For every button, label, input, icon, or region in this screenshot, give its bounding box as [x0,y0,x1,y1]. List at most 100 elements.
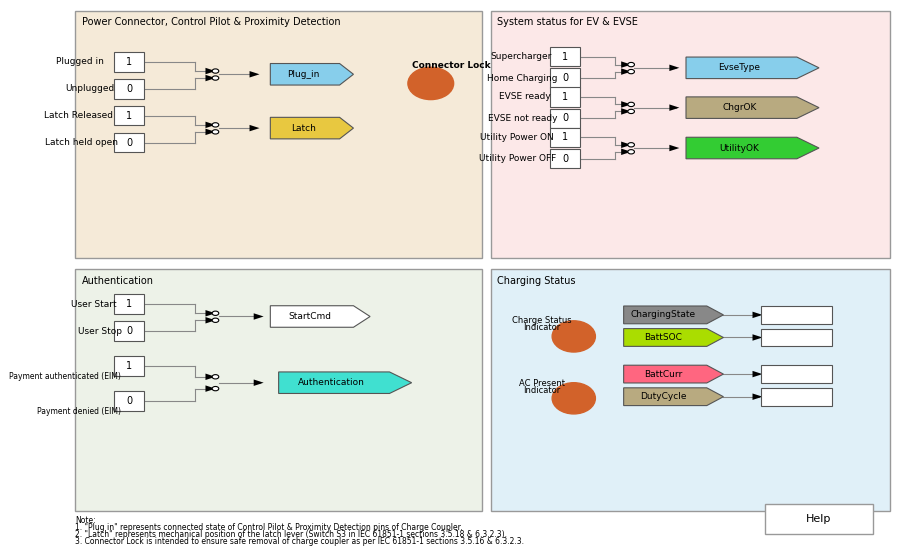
Polygon shape [686,97,819,118]
Circle shape [212,130,219,134]
Text: 1: 1 [562,51,568,62]
Circle shape [212,69,219,73]
Text: 1: 1 [562,92,568,102]
Circle shape [628,150,635,154]
Text: Payment authenticated (EIM): Payment authenticated (EIM) [9,372,120,381]
Circle shape [628,62,635,67]
FancyBboxPatch shape [114,322,144,341]
Text: EVSE ready: EVSE ready [498,92,550,102]
Text: EvseType: EvseType [718,63,761,72]
Text: 0: 0 [126,84,132,94]
Polygon shape [753,394,762,400]
FancyBboxPatch shape [762,365,832,383]
FancyBboxPatch shape [762,329,832,346]
FancyBboxPatch shape [550,47,580,66]
Polygon shape [206,310,216,317]
FancyBboxPatch shape [114,391,144,411]
Text: BattSOC: BattSOC [645,333,682,342]
Polygon shape [278,372,411,394]
Polygon shape [206,317,216,323]
Polygon shape [621,108,631,115]
FancyBboxPatch shape [550,109,580,128]
Ellipse shape [552,321,595,352]
Ellipse shape [408,67,453,99]
Polygon shape [250,71,260,78]
Circle shape [212,76,219,80]
Text: BattCurr: BattCurr [645,370,682,378]
FancyBboxPatch shape [490,11,890,258]
Polygon shape [753,371,762,377]
FancyBboxPatch shape [550,87,580,106]
Circle shape [628,102,635,106]
Polygon shape [621,61,631,68]
Polygon shape [623,388,724,406]
Polygon shape [206,385,216,392]
Polygon shape [621,68,631,75]
Polygon shape [623,365,724,383]
Text: UtilityOK: UtilityOK [719,144,759,152]
Text: ChargingState: ChargingState [631,310,696,319]
Text: Help: Help [806,514,832,524]
Text: 1: 1 [126,111,132,121]
Text: System status for EV & EVSE: System status for EV & EVSE [497,17,638,27]
Polygon shape [623,329,724,346]
Text: 1: 1 [562,132,568,143]
FancyBboxPatch shape [75,11,482,258]
Polygon shape [270,117,354,139]
FancyBboxPatch shape [114,79,144,98]
Text: Home Charging: Home Charging [488,74,558,82]
Polygon shape [206,373,216,380]
Text: Plugged in: Plugged in [57,57,104,67]
Polygon shape [270,63,354,85]
Text: Supercharger: Supercharger [490,52,551,61]
Polygon shape [686,137,819,159]
FancyBboxPatch shape [114,133,144,152]
Polygon shape [669,64,680,71]
Text: 1. "Plug in" represents connected state of Control Pilot & Proximity Detection p: 1. "Plug in" represents connected state … [75,523,462,532]
Polygon shape [621,149,631,155]
Text: Connector Lock: Connector Lock [411,61,490,70]
Circle shape [628,143,635,147]
Text: 1: 1 [126,299,132,309]
FancyBboxPatch shape [114,52,144,72]
FancyBboxPatch shape [762,306,832,324]
FancyBboxPatch shape [550,128,580,147]
Text: DutyCycle: DutyCycle [640,392,687,401]
Text: Plug_in: Plug_in [287,70,320,79]
Text: 0: 0 [562,154,568,164]
Text: 3. Connector Lock is intended to ensure safe removal of charge coupler as per IE: 3. Connector Lock is intended to ensure … [75,537,524,545]
FancyBboxPatch shape [550,149,580,169]
Text: Indicator: Indicator [524,386,561,395]
Polygon shape [686,57,819,79]
FancyBboxPatch shape [114,106,144,126]
Polygon shape [206,68,216,74]
Text: StartCmd: StartCmd [289,312,331,321]
Circle shape [212,318,219,323]
Text: 0: 0 [562,73,568,83]
FancyBboxPatch shape [762,388,832,406]
Text: ChgrOK: ChgrOK [722,103,756,112]
Text: Utility Power OFF: Utility Power OFF [479,155,556,163]
Circle shape [212,311,219,316]
Circle shape [628,69,635,74]
Text: User Start: User Start [71,300,117,308]
Polygon shape [250,125,260,132]
Polygon shape [206,122,216,128]
FancyBboxPatch shape [114,294,144,314]
Text: Indicator: Indicator [524,323,561,333]
Text: Authentication: Authentication [298,378,365,387]
Text: 0: 0 [126,396,132,406]
Polygon shape [623,306,724,324]
FancyBboxPatch shape [114,357,144,376]
Text: 1: 1 [126,361,132,371]
Text: 0: 0 [126,326,132,336]
Polygon shape [270,306,370,327]
Polygon shape [753,312,762,318]
Text: AC Present: AC Present [519,379,565,388]
Text: Authentication: Authentication [82,276,154,286]
Text: Latch Released: Latch Released [44,111,113,120]
Polygon shape [669,145,680,151]
Text: Charging Status: Charging Status [497,276,576,286]
Circle shape [212,375,219,379]
Text: Latch: Latch [291,123,316,133]
